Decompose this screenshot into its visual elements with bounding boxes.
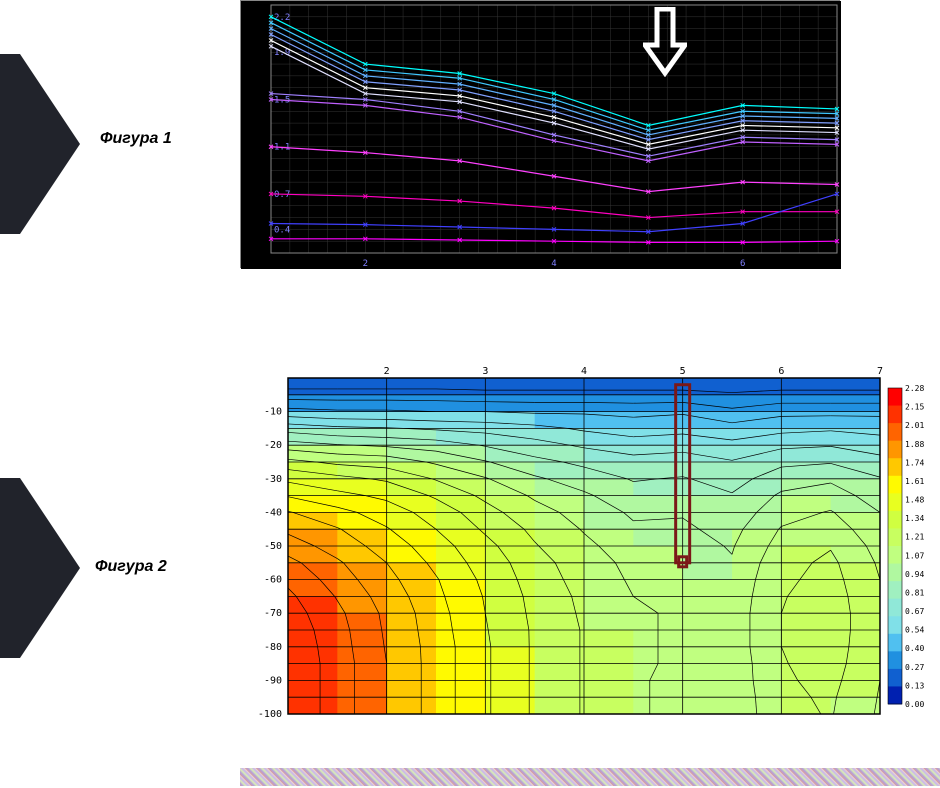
svg-text:1.88: 1.88 — [905, 440, 924, 449]
svg-text:0.94: 0.94 — [905, 570, 924, 579]
svg-text:-50: -50 — [264, 541, 282, 552]
fig2-chart: 2 3 4 5 6 7 -10 -20 -30 -40 -50 -60 -70 -80 -90 -100 2.2… — [240, 360, 940, 720]
svg-text:2: 2 — [363, 259, 368, 269]
fig2-svg: 2 3 4 5 6 7 -10 -20 -30 -40 -50 -60 -70 -80 -90 -100 2.2… — [240, 360, 940, 720]
svg-text:-70: -70 — [264, 608, 282, 619]
svg-text:6: 6 — [778, 366, 784, 377]
svg-text:2.28: 2.28 — [905, 384, 924, 393]
svg-text:-60: -60 — [264, 575, 282, 586]
fig2-pointer — [0, 478, 80, 658]
svg-text:1.21: 1.21 — [905, 533, 924, 542]
svg-text:3: 3 — [482, 366, 488, 377]
svg-text:0.67: 0.67 — [905, 607, 924, 616]
svg-text:0.54: 0.54 — [905, 626, 924, 635]
svg-text:0.81: 0.81 — [905, 588, 924, 597]
svg-text:2: 2 — [384, 366, 390, 377]
svg-text:-100: -100 — [258, 709, 282, 720]
svg-text:-80: -80 — [264, 642, 282, 653]
svg-text:-10: -10 — [264, 407, 282, 418]
svg-text:-40: -40 — [264, 507, 282, 518]
svg-text:0.40: 0.40 — [905, 644, 924, 653]
svg-text:1.48: 1.48 — [905, 496, 924, 505]
svg-text:7: 7 — [877, 366, 883, 377]
fig1-svg: 2460.40.71.11.51.92.2 — [241, 1, 841, 269]
svg-text:2.15: 2.15 — [905, 403, 924, 412]
svg-text:1.61: 1.61 — [905, 477, 924, 486]
svg-text:1.34: 1.34 — [905, 514, 924, 523]
fig1-label: Фигура 1 — [100, 130, 172, 148]
fig1-chart: 2460.40.71.11.51.92.2 — [240, 0, 840, 268]
svg-text:1.9: 1.9 — [274, 48, 290, 58]
svg-text:2.01: 2.01 — [905, 421, 924, 430]
fig2-label: Фигура 2 — [95, 558, 167, 576]
svg-text:-20: -20 — [264, 440, 282, 451]
svg-text:4: 4 — [581, 366, 587, 377]
svg-text:1.74: 1.74 — [905, 458, 924, 467]
svg-text:0.13: 0.13 — [905, 681, 924, 690]
fig1-pointer — [0, 54, 80, 234]
svg-text:6: 6 — [740, 259, 745, 269]
noise-strip — [240, 768, 940, 786]
svg-text:0.27: 0.27 — [905, 663, 924, 672]
svg-text:-30: -30 — [264, 474, 282, 485]
svg-text:5: 5 — [680, 366, 686, 377]
svg-text:1.07: 1.07 — [905, 551, 924, 560]
svg-text:2.2: 2.2 — [274, 13, 290, 23]
svg-text:0.4: 0.4 — [274, 225, 290, 235]
svg-text:0.00: 0.00 — [905, 700, 924, 709]
svg-text:-90: -90 — [264, 675, 282, 686]
svg-text:4: 4 — [551, 259, 556, 269]
